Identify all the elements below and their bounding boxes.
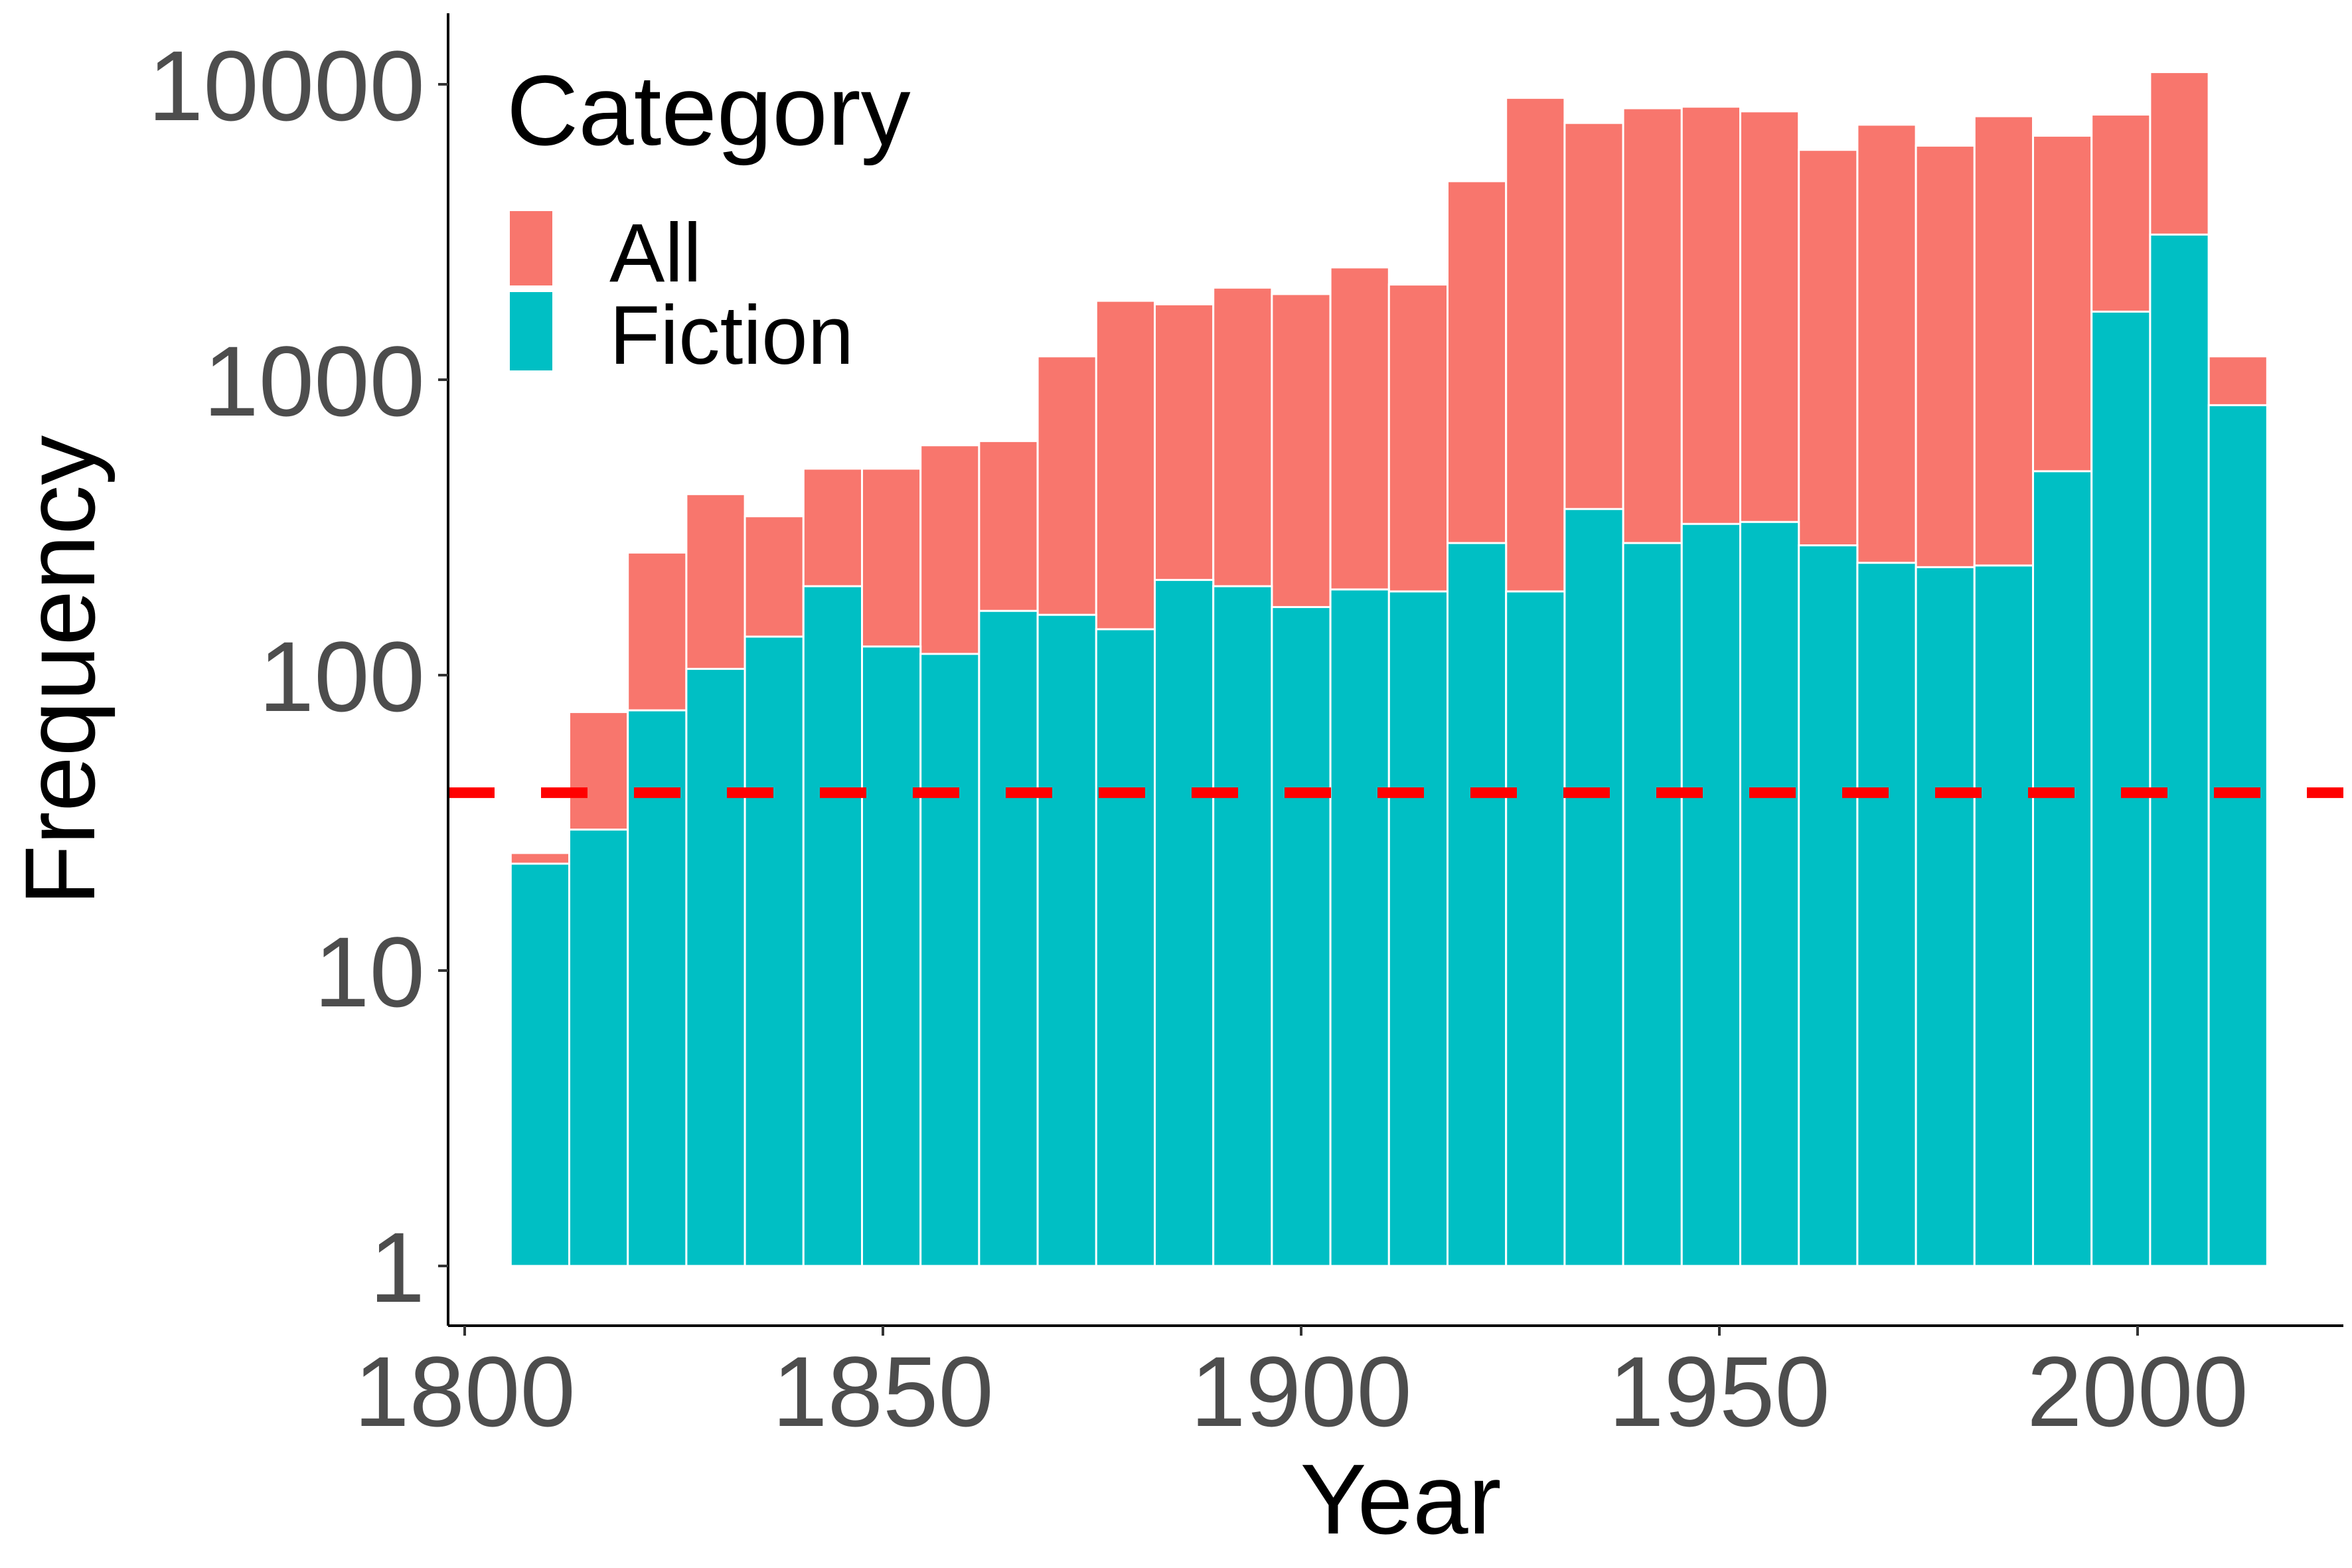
y-tick-label-1: 1 [370, 1212, 425, 1323]
bar-fiction-1963 [1798, 544, 1859, 1267]
bar-fiction-1886 [1154, 579, 1215, 1267]
y-tick-label-100: 100 [259, 621, 425, 732]
bar-fiction-1928 [1505, 590, 1566, 1267]
bar-fiction-1907 [1329, 588, 1390, 1267]
bar-fiction-1942 [1622, 542, 1683, 1267]
x-tick-label-2000: 2000 [2027, 1336, 2248, 1447]
bar-fiction-1872 [1036, 613, 1097, 1267]
legend-label-all: All [609, 207, 702, 299]
bar-fiction-1844 [802, 585, 864, 1267]
bar-fiction-1991 [2032, 470, 2093, 1267]
bar-fiction-2005 [2149, 233, 2210, 1267]
bar-fiction-1851 [861, 645, 922, 1267]
legend-title: Category [507, 54, 911, 166]
y-tick-label-10000: 10000 [148, 30, 425, 141]
bars-layer [509, 71, 2268, 1267]
bar-fiction-1837 [744, 635, 805, 1267]
legend-label-fiction: Fiction [609, 289, 854, 382]
bar-fiction-1935 [1563, 508, 1624, 1267]
bar-fiction-1858 [919, 653, 980, 1267]
x-axis-title: Year [1300, 1443, 1501, 1555]
y-tick-label-1000: 1000 [203, 325, 425, 437]
x-ticks-layer: 1800 1850 1900 1950 2000 [354, 1326, 2248, 1447]
legend: Category All Fiction [507, 54, 911, 382]
y-tick-label-10: 10 [314, 916, 425, 1028]
bar-fiction-1893 [1212, 585, 1273, 1267]
legend-swatch-all [510, 211, 552, 285]
bar-fiction-1816 [568, 828, 629, 1267]
bar-fiction-1900 [1271, 605, 1332, 1267]
x-tick-label-1800: 1800 [354, 1336, 576, 1447]
bar-fiction-1921 [1447, 542, 1508, 1267]
bar-fiction-2012 [2207, 404, 2268, 1267]
axes-layer [447, 13, 2343, 1327]
bar-fiction-1823 [627, 709, 688, 1267]
bar-fiction-1879 [1095, 628, 1156, 1267]
bar-fiction-1949 [1680, 522, 1742, 1267]
legend-swatch-fiction [510, 292, 552, 370]
bar-fiction-1956 [1739, 520, 1800, 1267]
bar-fiction-1977 [1915, 566, 1976, 1267]
bar-fiction-1830 [685, 668, 746, 1267]
bar-fiction-1809 [509, 862, 570, 1267]
x-tick-label-1850: 1850 [772, 1336, 994, 1447]
y-ticks-layer: 1 10 100 1000 10000 [148, 30, 448, 1323]
bar-fiction-1984 [1973, 564, 2035, 1267]
bar-fiction-1865 [978, 609, 1039, 1267]
x-tick-label-1950: 1950 [1608, 1336, 1830, 1447]
bar-fiction-1970 [1856, 562, 1917, 1267]
y-axis-title: Frequency [4, 435, 116, 906]
bar-fiction-1914 [1387, 590, 1449, 1267]
x-tick-label-1900: 1900 [1190, 1336, 1412, 1447]
